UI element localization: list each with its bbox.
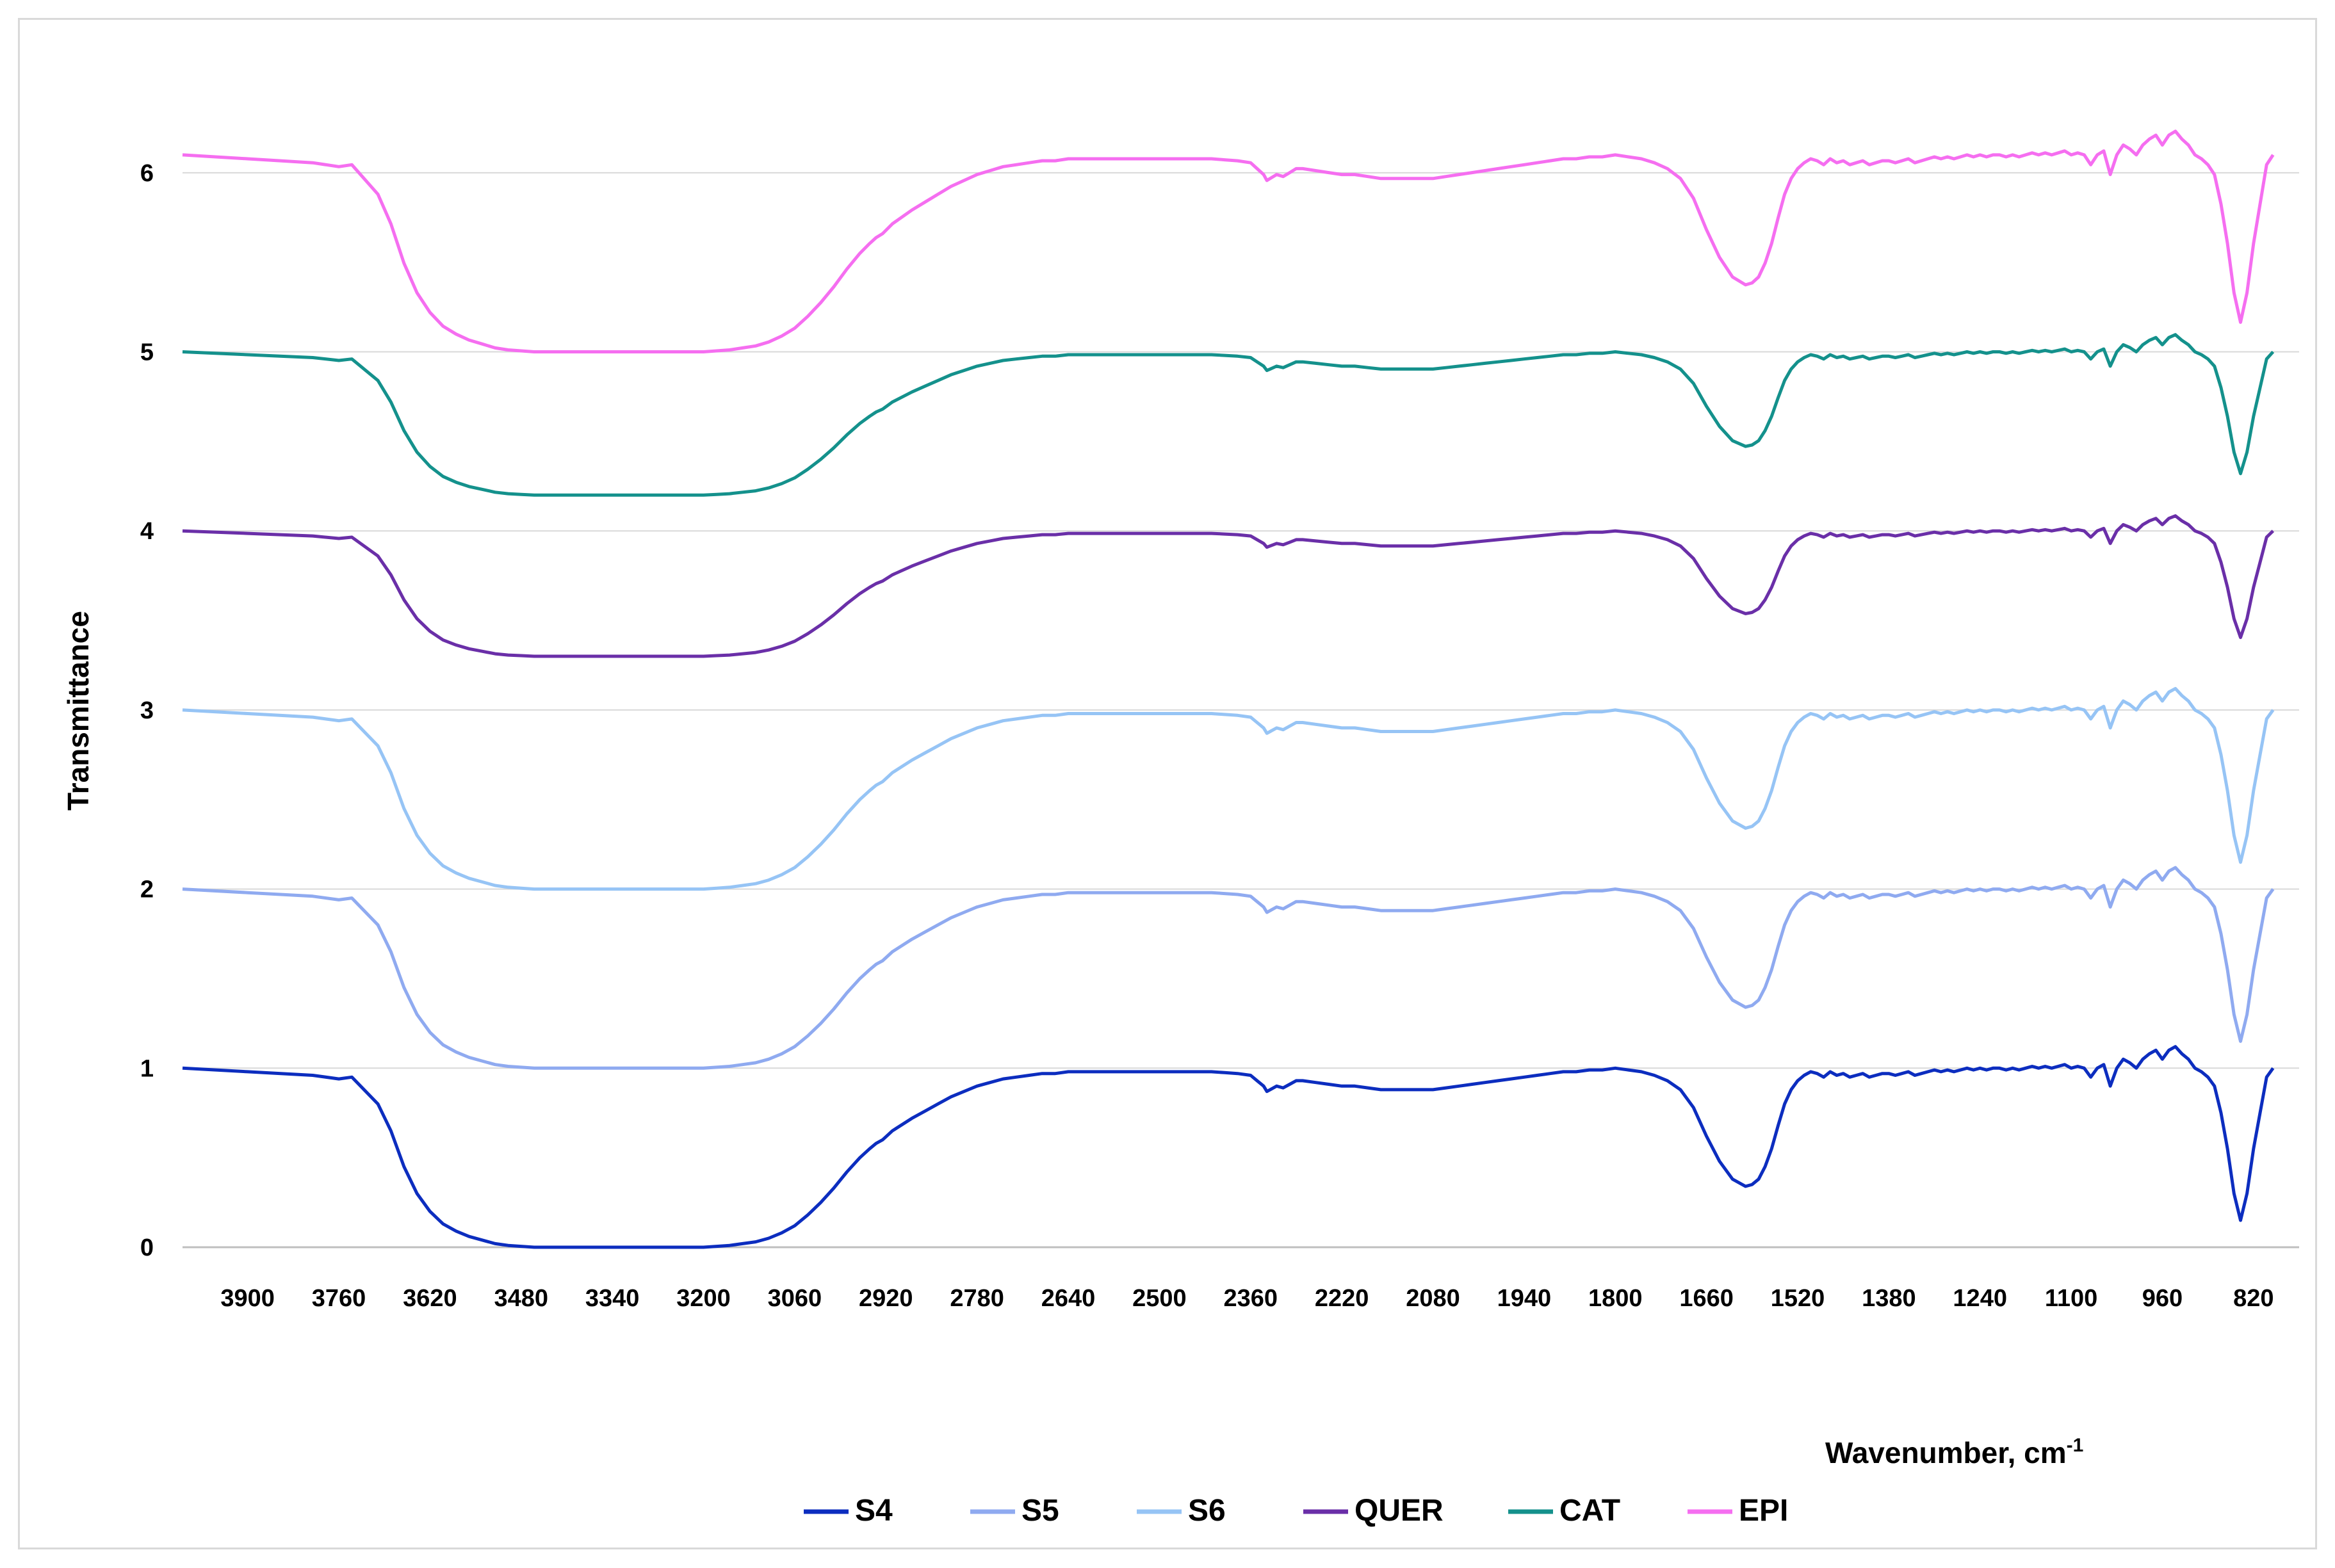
series-line-epi [182,129,2275,353]
x-tick-label: 1520 [1771,1285,1825,1312]
chart-frame [18,18,2317,1549]
x-tick-label: 2640 [1041,1285,1096,1312]
x-tick-label: 2500 [1132,1285,1187,1312]
x-tick-label: 2220 [1315,1285,1369,1312]
x-tick-label: 1380 [1862,1285,1916,1312]
x-tick-label: 3340 [585,1285,640,1312]
series-line-cat [182,333,2275,497]
x-tick-label: 3480 [494,1285,549,1312]
legend-label-s4: S4 [855,1494,893,1528]
legend-label-epi: EPI [1739,1494,1788,1528]
x-tick-label: 1240 [1953,1285,2007,1312]
x-tick-label: 2360 [1223,1285,1278,1312]
y-tick-label: 3 [140,697,154,724]
y-tick-label: 4 [140,518,154,545]
x-tick-label: 1660 [1679,1285,1734,1312]
x-axis-label-superscript: -1 [2067,1435,2084,1456]
series-line-s6 [182,686,2275,891]
x-axis-ticks: 3900 3760 3620 3480 3340 3200 3060 2920 2780 2640… [220,1285,2274,1312]
y-tick-label: 6 [140,160,154,187]
series-line-s4 [182,1045,2275,1249]
x-tick-label: 2920 [859,1285,913,1312]
series-line-s5 [182,866,2275,1070]
y-axis-label: Transmittance [61,611,95,811]
y-tick-label: 1 [140,1055,154,1082]
x-tick-label: 3060 [768,1285,822,1312]
x-tick-label: 1100 [2045,1285,2097,1312]
x-axis-label-text: Wavenumber, cm [1825,1436,2067,1469]
legend-label-quer: QUER [1355,1494,1444,1528]
x-tick-label: 3200 [676,1285,731,1312]
y-tick-label: 2 [140,877,154,903]
y-tick-label: 5 [140,339,154,366]
y-tick-label: 0 [140,1234,154,1261]
series-line-quer [182,514,2275,658]
x-tick-label: 3900 [220,1285,275,1312]
x-tick-label: 820 [2233,1285,2274,1312]
x-tick-label: 3620 [403,1285,457,1312]
x-tick-label: 2080 [1406,1285,1460,1312]
y-axis-ticks: 0 1 2 3 4 5 6 [140,160,154,1261]
x-tick-label: 3760 [312,1285,366,1312]
x-tick-label: 1800 [1588,1285,1643,1312]
x-tick-label: 2780 [950,1285,1004,1312]
series-layer [182,129,2275,1249]
x-tick-label: 960 [2142,1285,2183,1312]
x-tick-label: 1940 [1497,1285,1552,1312]
x-axis-label: Wavenumber, cm-1 [1825,1435,2083,1469]
legend: S4 S5 S6 QUER CAT EPI [804,1494,1788,1528]
legend-label-cat: CAT [1559,1494,1620,1528]
legend-label-s6: S6 [1188,1494,1226,1528]
legend-label-s5: S5 [1021,1494,1059,1528]
